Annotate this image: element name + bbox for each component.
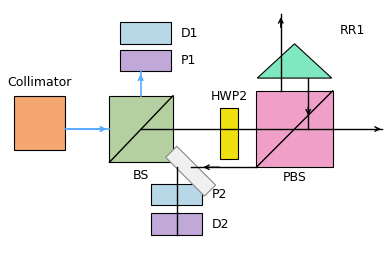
Text: PBS: PBS: [282, 171, 307, 184]
Text: D1: D1: [181, 26, 198, 40]
Bar: [109, 96, 173, 162]
Text: P1: P1: [181, 54, 196, 67]
Bar: [120, 50, 171, 71]
Polygon shape: [257, 44, 332, 78]
Text: D2: D2: [212, 217, 230, 231]
Text: RR1: RR1: [340, 24, 365, 37]
Bar: [220, 108, 238, 159]
Bar: [151, 184, 203, 205]
Bar: [14, 96, 65, 150]
Bar: [151, 213, 203, 235]
Polygon shape: [166, 146, 216, 196]
Text: HWP2: HWP2: [210, 90, 248, 103]
Bar: [120, 22, 171, 44]
Text: P2: P2: [212, 188, 228, 201]
Bar: [256, 91, 333, 167]
Text: Collimator: Collimator: [7, 77, 72, 90]
Text: BS: BS: [132, 168, 149, 182]
